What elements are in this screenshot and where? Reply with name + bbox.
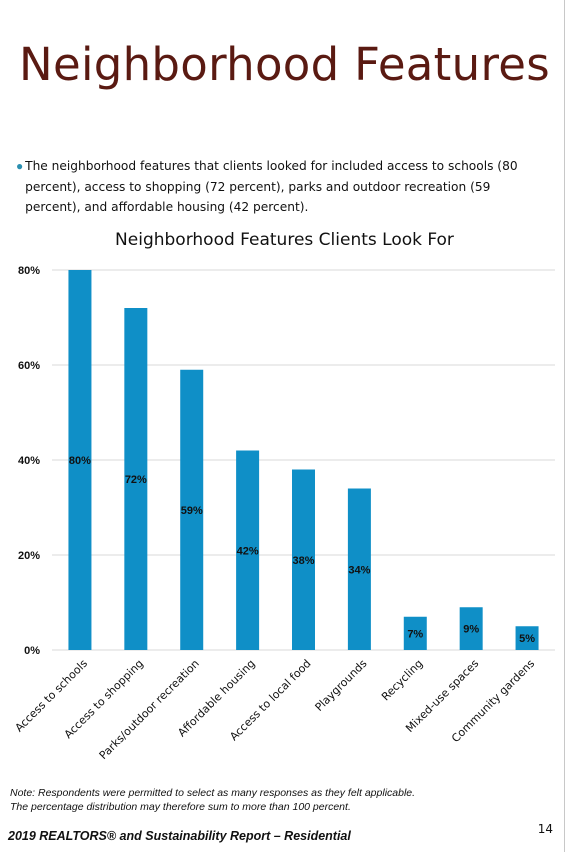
data-label: 34% bbox=[348, 564, 370, 576]
summary-bullet: ● The neighborhood features that clients… bbox=[14, 156, 544, 218]
category-label: Recycling bbox=[379, 657, 425, 703]
summary-text: The neighborhood features that clients l… bbox=[25, 159, 518, 214]
y-tick-label: 20% bbox=[18, 550, 40, 562]
data-label: 38% bbox=[292, 555, 314, 567]
data-label: 42% bbox=[237, 545, 259, 557]
slide-right-border bbox=[564, 0, 565, 852]
page-title: Neighborhood Features bbox=[19, 38, 550, 91]
bar bbox=[180, 369, 204, 650]
data-label: 80% bbox=[69, 455, 91, 467]
data-label: 9% bbox=[463, 624, 479, 636]
bar bbox=[124, 308, 148, 650]
bar bbox=[347, 488, 371, 650]
data-label: 72% bbox=[125, 474, 147, 486]
y-tick-label: 0% bbox=[24, 645, 40, 657]
page-number: 14 bbox=[537, 822, 553, 836]
category-label: Playgrounds bbox=[313, 657, 370, 714]
data-label: 7% bbox=[407, 628, 423, 640]
bar bbox=[236, 450, 260, 650]
footnote-line-2: The percentage distribution may therefor… bbox=[10, 800, 351, 813]
bar bbox=[292, 469, 315, 650]
data-label: 5% bbox=[519, 633, 535, 645]
bar bbox=[459, 607, 483, 650]
bar-chart: 0%20%40%60%80%80%Access to schools72%Acc… bbox=[12, 265, 555, 762]
y-tick-label: 60% bbox=[18, 360, 40, 372]
chart-title: Neighborhood Features Clients Look For bbox=[115, 230, 454, 250]
report-footer: 2019 REALTORS® and Sustainability Report… bbox=[8, 829, 351, 843]
bullet-dot-icon: ● bbox=[16, 159, 24, 173]
bar bbox=[68, 270, 92, 650]
footnote-line-1: Note: Respondents were permitted to sele… bbox=[10, 787, 416, 799]
y-tick-label: 40% bbox=[18, 455, 40, 467]
footnote: Note: Respondents were permitted to sele… bbox=[10, 787, 530, 814]
y-tick-label: 80% bbox=[18, 265, 40, 277]
bar bbox=[515, 626, 539, 650]
category-label: Parks/outdoor recreation bbox=[97, 657, 202, 762]
data-label: 59% bbox=[181, 505, 203, 517]
bar bbox=[403, 616, 427, 650]
